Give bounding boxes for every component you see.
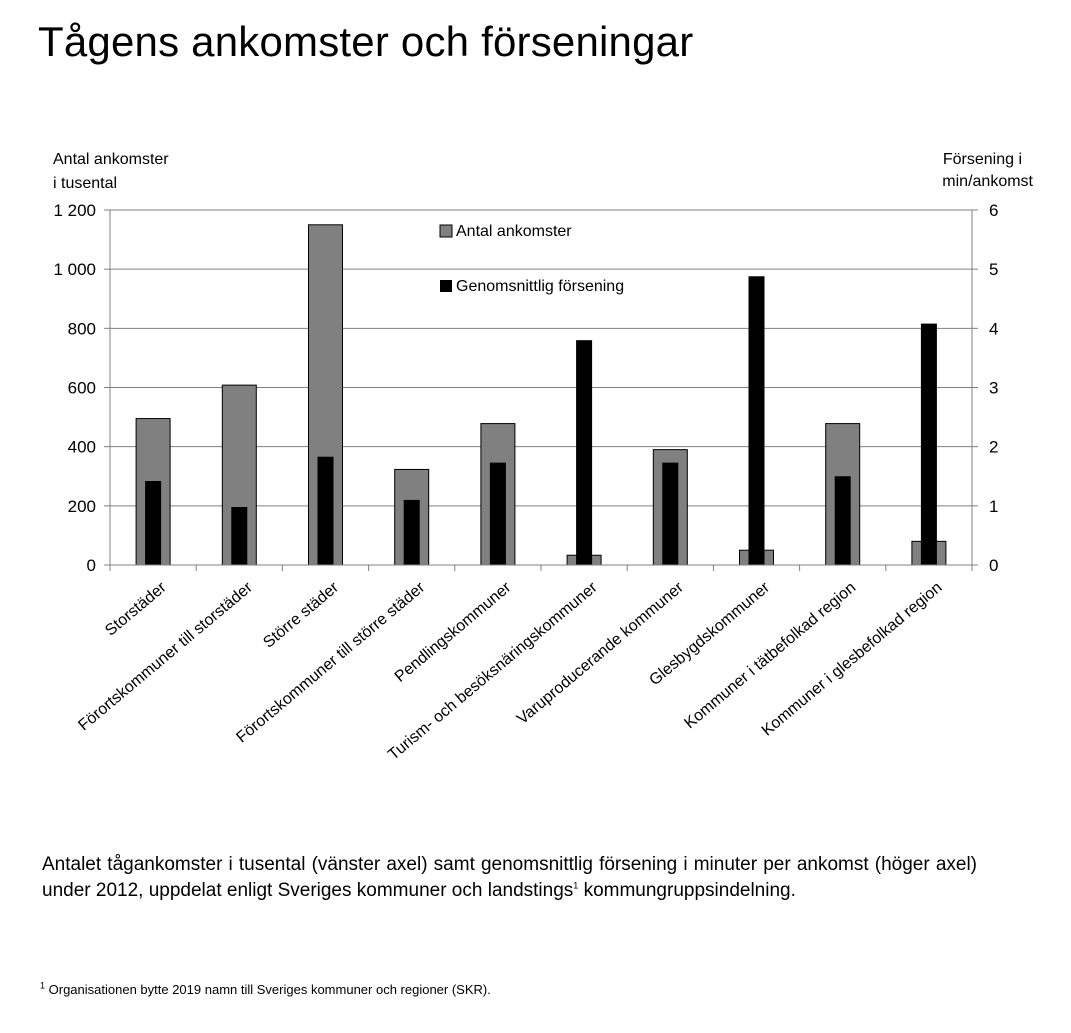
series-antal-ankomster	[135, 224, 947, 566]
left-tick-label: 400	[68, 438, 96, 457]
bar-genomsnittlig-forsening	[489, 462, 506, 565]
right-tick-label: 3	[989, 379, 998, 398]
bar-genomsnittlig-forsening	[317, 456, 334, 565]
bar-genomsnittlig-forsening	[834, 476, 851, 565]
bar-genomsnittlig-forsening	[920, 323, 937, 565]
legend-label-antal-ankomster: Antal ankomster	[456, 223, 572, 240]
right-tick-label: 0	[989, 556, 998, 575]
legend: Antal ankomster Genomsnittlig försening	[439, 223, 624, 295]
axes	[109, 210, 973, 566]
footnote-marker: 1	[40, 980, 46, 991]
figure-caption: Antalet tågankomster i tusental (vänster…	[42, 852, 977, 904]
right-tick-label: 1	[989, 497, 998, 516]
bar-genomsnittlig-forsening	[748, 276, 765, 565]
category-label: Storstäder	[102, 579, 170, 640]
bar-genomsnittlig-forsening	[662, 462, 679, 565]
bar-genomsnittlig-forsening	[576, 340, 593, 565]
category-label: Kommuner i tätbefolkad region	[681, 579, 859, 732]
bar-genomsnittlig-forsening	[231, 507, 248, 565]
category-label: Större städer	[260, 579, 342, 652]
caption-tail: kommungruppsindelning.	[578, 880, 796, 901]
category-label: Förortskommuner till storstäder	[75, 579, 256, 735]
caption-footnote-marker: 1	[573, 880, 579, 891]
right-axis-ticks: 0 1 2 3 4 5 6	[989, 201, 998, 575]
left-tick-label: 0	[87, 556, 96, 575]
right-tick-label: 6	[989, 201, 998, 220]
left-tick-label: 800	[68, 319, 96, 338]
left-tick-label: 600	[68, 379, 96, 398]
caption-text: Antalet tågankomster i tusental (vänster…	[42, 854, 977, 901]
left-axis-ticks: 0 200 400 600 800 1 000 1 200	[53, 201, 96, 575]
category-label: Varuproducerande kommuner	[514, 579, 687, 728]
bar-genomsnittlig-forsening	[145, 480, 162, 565]
bar-genomsnittlig-forsening	[403, 499, 420, 565]
page-title: Tågens ankomster och förseningar	[38, 18, 694, 65]
left-axis-title-line2: i tusental	[53, 175, 117, 192]
legend-swatch-antal-ankomster	[439, 224, 453, 238]
right-tick-label: 4	[989, 319, 998, 338]
category-label: Kommuner i glesbefolkad region	[759, 579, 946, 740]
footnote: 1 Organisationen bytte 2019 namn till Sv…	[40, 980, 491, 997]
right-tick-label: 5	[989, 260, 998, 279]
right-axis-title-line1: Försening i	[943, 151, 1022, 168]
left-axis-title-line1: Antal ankomster	[53, 151, 169, 168]
legend-label-genomsnittlig-forsening: Genomsnittlig försening	[456, 278, 624, 295]
category-label: Förortskommuner till större städer	[233, 579, 428, 747]
left-tick-label: 200	[68, 497, 96, 516]
legend-swatch-genomsnittlig-forsening	[440, 280, 452, 292]
right-tick-label: 2	[989, 438, 998, 457]
left-tick-label: 1 200	[53, 201, 96, 220]
series-genomsnittlig-forsening	[145, 276, 937, 565]
left-tick-label: 1 000	[53, 260, 96, 279]
footnote-text: Organisationen bytte 2019 namn till Sver…	[45, 982, 491, 997]
right-axis-title-line2: min/ankomst	[942, 173, 1033, 190]
chart: 0 200 400 600 800 1 000 1 200 0 1 2 3 4 5 6 Storstäd…	[53, 151, 1034, 764]
